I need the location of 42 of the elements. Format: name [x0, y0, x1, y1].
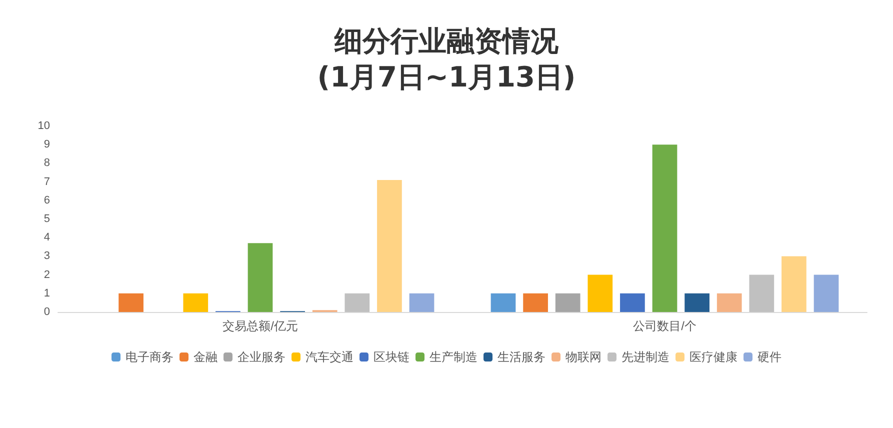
- legend-label: 生活服务: [498, 350, 546, 364]
- bar: [749, 274, 774, 312]
- bar: [652, 144, 678, 312]
- legend-label: 生产制造: [430, 350, 478, 364]
- chart-title: 细分行业融资情况 (1月7日~1月13日): [317, 24, 576, 94]
- legend-label: 电子商务: [126, 350, 174, 364]
- y-tick-label: 5: [44, 213, 50, 225]
- legend-label: 医疗健康: [690, 350, 738, 364]
- bar: [620, 293, 645, 312]
- legend-label: 先进制造: [622, 350, 670, 364]
- y-tick-label: 7: [44, 176, 50, 188]
- bar: [344, 293, 370, 312]
- bar: [377, 180, 402, 312]
- x-tick-label: 交易总额/亿元: [222, 319, 298, 333]
- bar: [409, 293, 434, 312]
- x-tick-label: 公司数目/个: [633, 319, 696, 333]
- bar: [814, 274, 839, 312]
- legend-label: 金融: [194, 350, 218, 364]
- legend-label: 企业服务: [238, 350, 286, 364]
- bar: [183, 293, 208, 312]
- bar: [684, 293, 710, 312]
- y-tick-label: 3: [44, 250, 50, 262]
- y-tick-label: 9: [44, 138, 50, 151]
- bar: [588, 274, 613, 312]
- y-tick-label: 1: [44, 287, 50, 300]
- legend-label: 汽车交通: [306, 350, 354, 364]
- bar: [490, 293, 516, 312]
- bar: [716, 293, 742, 312]
- y-tick-label: 6: [44, 194, 50, 206]
- y-tick-label: 0: [44, 306, 50, 318]
- bar: [555, 293, 580, 312]
- y-tick-label: 10: [38, 120, 50, 132]
- y-tick-label: 4: [44, 232, 50, 244]
- legend-label: 物联网: [566, 350, 602, 364]
- legend-label: 硬件: [758, 350, 782, 364]
- y-tick-label: 8: [44, 157, 50, 170]
- legend-label: 区块链: [374, 350, 410, 364]
- y-tick-label: 2: [44, 268, 50, 281]
- bar: [782, 256, 806, 312]
- bar: [118, 293, 144, 312]
- bar: [248, 243, 273, 312]
- bar: [523, 293, 548, 312]
